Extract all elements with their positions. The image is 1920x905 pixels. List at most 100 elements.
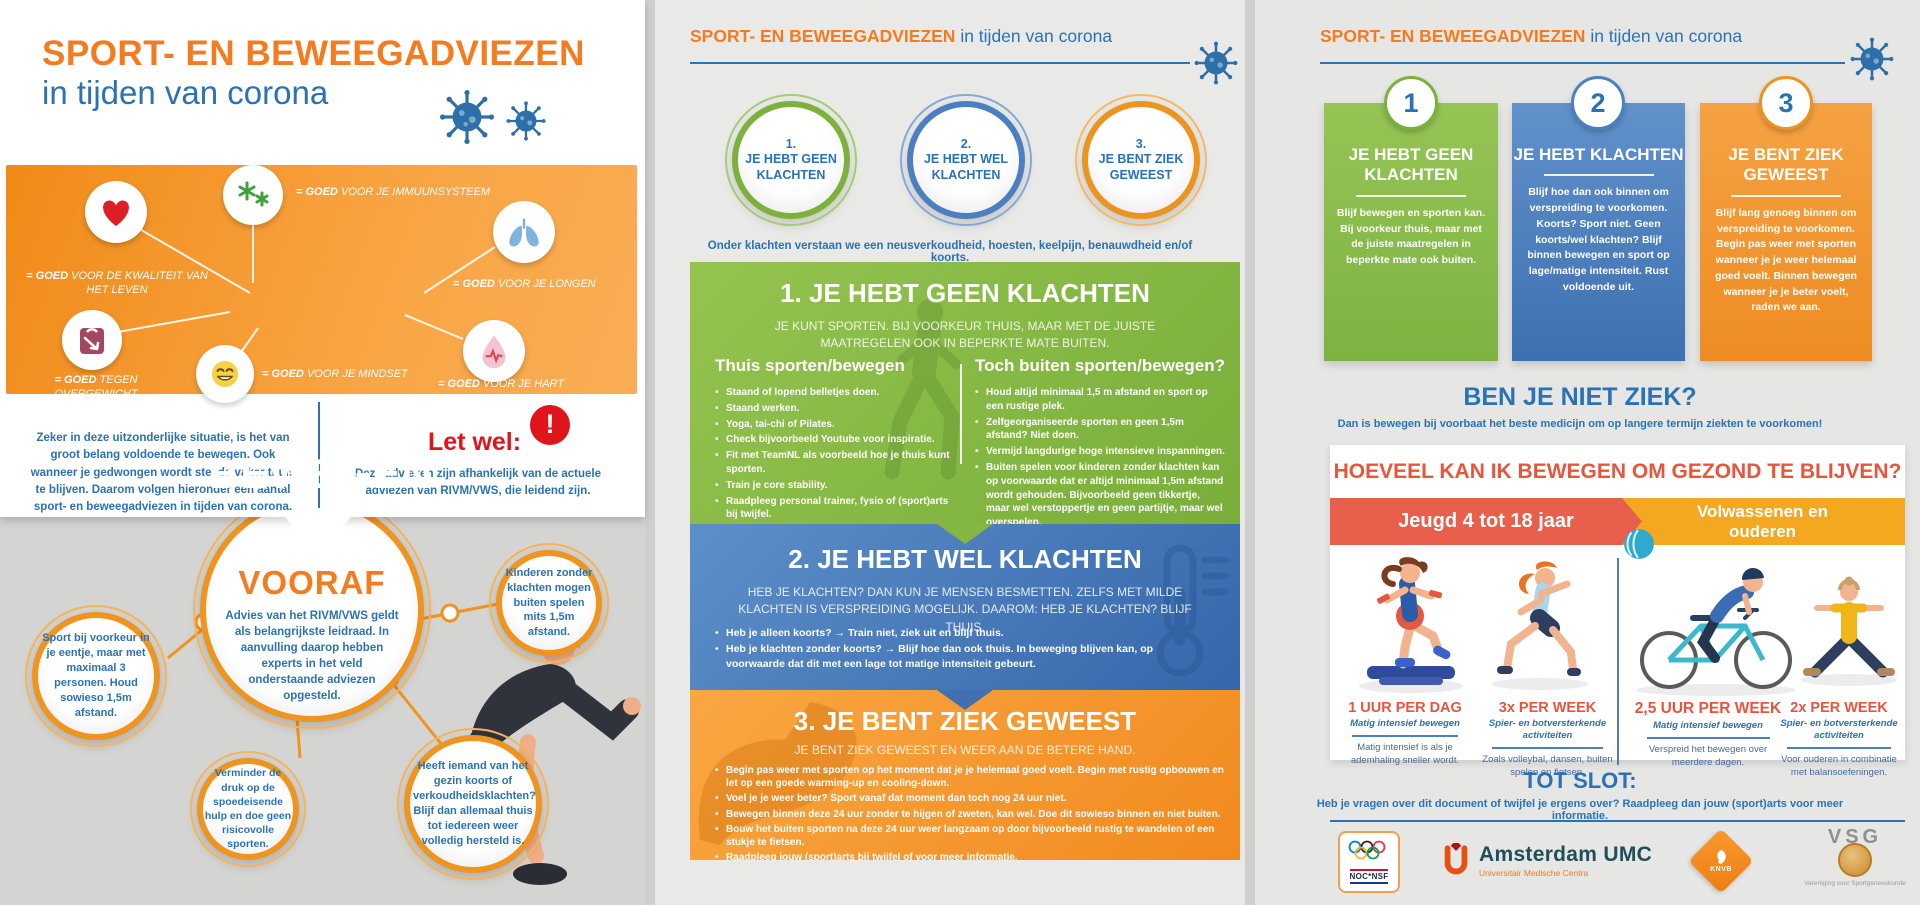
header-rule [690,62,1190,64]
bullet-item: Train je core stability. [715,479,960,493]
amsterdam-umc-label: Amsterdam UMC [1479,843,1653,866]
bullet-item: Voel je je weer beter? Sport vanaf dat m… [715,792,1225,805]
column-divider [960,364,962,464]
banner-jeugd-label: Jeugd 4 tot 18 jaar [1398,510,1574,532]
benefit-text: TEGEN OVERGEWICHT [54,374,138,401]
card-title: JE BENT ZIEK GEWEEST [1728,145,1844,185]
orange-subtitle: JE BENT ZIEK GEWEEST EN WEER AAN DE BETE… [794,743,1136,757]
benefit-text: VOOR DE KWALITEIT VAN HET LEVEN [71,270,208,297]
bewegen-word: BEWEGEN [208,450,433,497]
benefit-label: = GOED VOOR DE KWALITEIT VAN HET LEVEN [22,269,212,298]
orange-bullets: Begin pas weer met sporten op het moment… [715,764,1225,860]
stat-head: 2x PER WEEK [1790,700,1888,716]
stat-rule [1786,746,1892,749]
bubble-verminder: Verminder de druk op de spoedeisende hul… [190,751,306,867]
card-title: JE HEBT KLACHTEN [1513,145,1684,164]
step-circle-1: 1. JE HEBT GEEN KLACHTEN [725,94,857,226]
stat-rule [1646,736,1770,739]
blue-subtitle: HEB JE KLACHTEN? DAN KUN JE MENSEN BESME… [738,585,1192,634]
banner-volwassenen-label: Volwassenen en ouderen [1696,501,1828,541]
left-white-area: SPORT- EN BEWEEGADVIEZEN in tijden van c… [0,0,645,517]
vooraf-bubble: VOORAF Advies van het RIVM/VWS geldt als… [193,491,431,729]
bullet-item: Bouw het buiten sporten na deze 24 uur w… [715,823,1225,849]
klachten-note: Onder klachten verstaan we een neusverko… [707,240,1193,264]
header-regular: in tijden van corona [1590,26,1743,46]
benefit-text: VOOR JE HART [482,378,565,390]
exercise-illustrations [1359,557,1897,696]
stat-head: 1 UUR PER DAG [1348,700,1462,716]
bullet-item: Yoga, tai-chi of Pilates. [715,418,960,432]
bullet-item: Raadpleeg jouw (sport)arts bij twijfel o… [715,851,1225,860]
bullet-item: Buiten spelen voor kinderen zonder klach… [975,461,1225,524]
stat-rule [1351,734,1459,737]
stats-divider [1617,558,1619,765]
step-num: 2. [960,136,972,151]
hoeveel-title: HOEVEEL KAN IK BEWEGEN OM GEZOND TE BLIJ… [1333,460,1902,483]
green-subtitle: JE KUNT SPORTEN. BIJ VOORKEUR THUIS, MAA… [774,319,1156,351]
bullet-item: Staand of lopend belletjes doen. [715,386,960,400]
virus-icon [439,89,495,145]
right-panel: SPORT- EN BEWEEGADVIEZEN in tijden van c… [1255,0,1920,905]
card-number-2: 2 [1571,76,1625,130]
vsg-emblem-icon [1838,843,1872,877]
poster-title-sub: in tijden van corona [42,74,329,111]
yoga-figure [1801,576,1897,686]
bubble-sport: Sport bij voorkeur in je eentje, maar me… [25,605,167,747]
benefit-label: = GOED VOOR JE HART [438,377,608,391]
step-circle-2: 2. JE HEBT WEL KLACHTEN [900,94,1032,226]
green-col-buiten: Toch buiten sporten/bewegen? Houd altijd… [975,356,1225,524]
card-rule [1356,194,1466,197]
knvb-label: KNVB [1710,866,1732,873]
smiley-icon [196,345,254,403]
bewegen-box: BEWEGEN [6,165,637,497]
vsg-label: VSG [1827,826,1883,848]
bubble-heeft: Heeft iemand van het gezin koorts of ver… [397,728,549,880]
section-ziek-geweest: 3. JE BENT ZIEK GEWEEST JE BENT ZIEK GEW… [690,690,1240,860]
bubble-heeft-text: Heeft iemand van het gezin koorts of ver… [413,760,536,847]
stat-jeugd-week: 3x PER WEEK Spier- en botversterkende ac… [1480,700,1615,779]
stat-text: Zoals volleybal, dansen, buiten spelen e… [1482,753,1613,778]
card-rule [1543,174,1654,177]
bubble-sport-text: Sport bij voorkeur in je eentje, maar me… [42,632,150,719]
immune-icon [223,165,283,225]
poster-title-bold: SPORT- EN BEWEEGADVIEZEN [42,34,585,73]
bullet-item: Bewegen binnen deze 24 uur zonder te hij… [715,808,1225,821]
blue-title: 2. JE HEBT WEL KLACHTEN [788,544,1142,574]
banner-jeugd: Jeugd 4 tot 18 jaar [1330,498,1642,545]
green-title: 1. JE HEBT GEEN KLACHTEN [780,278,1150,308]
benefit-goed: = GOED [453,278,495,290]
stat-volwassen-uur: 2,5 UUR PER WEEK Matig intensief bewegen… [1633,700,1783,770]
stat-sub: Matig intensief bewegen [1653,720,1763,731]
card-ziek-geweest: JE BENT ZIEK GEWEEST Blijf lang genoeg b… [1700,103,1872,361]
step-label: JE HEBT WEL KLACHTEN [923,152,1009,182]
bubble-verminder-text: Verminder de druk op de spoedeisende hul… [204,767,292,851]
blue-notch [937,690,993,710]
stat-head: 2,5 UUR PER WEEK [1634,700,1782,717]
amsterdam-umc-sub: Universitair Medische Centra [1479,868,1589,878]
panel-header: SPORT- EN BEWEEGADVIEZEN in tijden van c… [690,26,1112,47]
bullet-item: Heb je alleen koorts? → Train niet, ziek… [715,626,1195,641]
ball-icon [1624,529,1654,559]
benefit-label: = GOED VOOR JE IMMUUNSYSTEEM [296,185,496,199]
stepper-figure [1359,557,1463,693]
middle-panel: SPORT- EN BEWEEGADVIEZEN in tijden van c… [655,0,1245,905]
card-rule [1731,194,1841,197]
bullet-item: Fit met TeamNL als voorbeeld hoe je thui… [715,449,960,477]
green-col-thuis: Thuis sporten/bewegen Staand of lopend b… [715,356,960,524]
benefit-label: = GOED VOOR JE LONGEN [453,277,633,291]
stat-sub: Matig intensief bewegen [1350,718,1460,729]
stat-sub: Spier- en botversterkende activiteiten [1780,718,1898,741]
bullet-item: Check bijvoorbeeld Youtube voor inspirat… [715,433,960,447]
heart-icon [85,181,147,243]
dancer-figure [1492,561,1588,690]
step-label: JE BENT ZIEK GEWEEST [1098,152,1184,182]
stat-volwassen-week: 2x PER WEEK Spier- en botversterkende ac… [1775,700,1903,779]
benefit-text: VOOR JE LONGEN [497,278,596,290]
step-circle-3: 3. JE BENT ZIEK GEWEEST [1075,94,1207,226]
tot-slot-text: Heb je vragen over dit document of twijf… [1316,798,1844,822]
header-bold: SPORT- EN BEWEEGADVIEZEN [1320,26,1586,46]
stat-text: Voor ouderen in combinatie met balansoef… [1781,753,1897,778]
amsterdam-umc-logo: Amsterdam UMC Universitair Medische Cent… [1440,843,1652,881]
bullet-item: Raadpleeg personal trainer, fysio of (sp… [715,495,960,523]
